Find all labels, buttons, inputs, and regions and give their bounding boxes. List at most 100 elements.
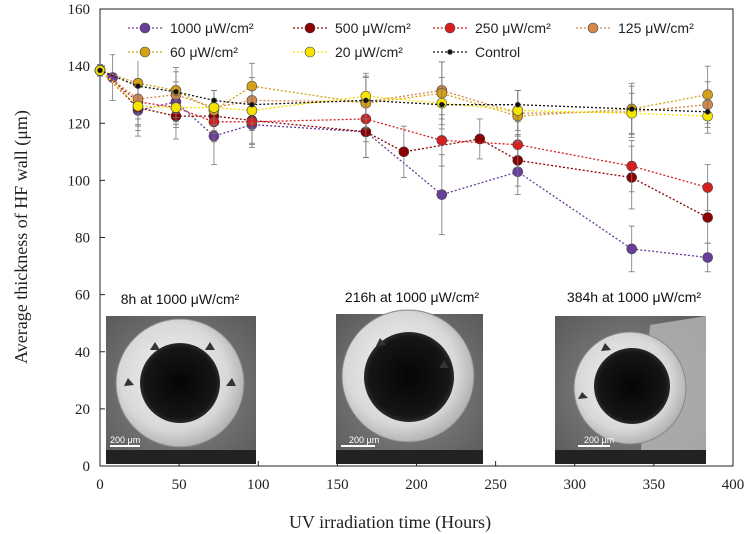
y-tick-label: 60 (75, 288, 90, 304)
inset-title-bg-1 (105, 288, 255, 312)
y-tick-label: 160 (68, 2, 91, 18)
x-tick-label: 50 (172, 477, 187, 493)
scale-label-384h: 200 μm (584, 435, 614, 445)
inset-title-bg-3 (540, 288, 720, 312)
fiber-channel-384h (601, 343, 611, 351)
scale-label-216h: 200 μm (349, 435, 379, 445)
legend-marker (587, 22, 599, 34)
series-line (99, 69, 708, 114)
fiber-channel-8h (150, 342, 160, 350)
y-tick-label: 0 (83, 459, 91, 475)
x-tick-label: 400 (722, 477, 744, 493)
x-tick-label: 200 (405, 477, 428, 493)
y-tick-label: 80 (75, 231, 90, 247)
x-tick-label: 250 (484, 477, 507, 493)
legend-marker (304, 22, 316, 34)
legend: 1000 μW/cm² 500 μW/cm² 250 μW/cm² 125 μW/cm… (115, 11, 701, 61)
series-line (99, 69, 708, 189)
y-tick-label: 100 (68, 173, 91, 189)
inset-images: 8h at 1000 μW/cm² 200 μm 216h at 1000 μW… (105, 288, 720, 464)
x-axis: 0 50 100 150 200 250 300 350 400 (96, 461, 744, 493)
legend-label: 125 μW/cm² (618, 20, 694, 36)
inset-title-384h: 384h at 1000 μW/cm² (567, 289, 701, 305)
x-tick-label: 100 (247, 477, 270, 493)
data-point (170, 102, 182, 113)
data-point (249, 101, 255, 108)
y-axis-title: Average thickness of HF wall (μm) (11, 110, 32, 364)
fiber-channel-216h (439, 360, 449, 368)
legend-label: Control (475, 44, 520, 60)
data-point (97, 67, 103, 74)
legend-label: 250 μW/cm² (475, 20, 551, 36)
sem-databar-384h (555, 450, 706, 464)
inset-title-8h: 8h at 1000 μW/cm² (121, 291, 240, 307)
data-point (474, 133, 486, 145)
data-point (626, 160, 638, 172)
data-point (208, 102, 220, 113)
sem-inset-8h: 8h at 1000 μW/cm² 200 μm (105, 288, 256, 464)
data-point (626, 243, 638, 255)
x-axis-title: UV irradiation time (Hours) (289, 512, 491, 533)
data-point (135, 83, 141, 89)
y-tick-label: 140 (68, 59, 91, 75)
y-tick-label: 120 (68, 116, 91, 132)
fiber-channel-384h (578, 392, 588, 399)
data-point (439, 101, 445, 108)
fiber-channel-216h (376, 338, 386, 346)
x-tick-label: 150 (326, 477, 349, 493)
series-6 (97, 67, 711, 115)
legend-label: 60 μW/cm² (170, 44, 238, 60)
legend-marker (304, 46, 316, 58)
x-tick-label: 300 (564, 477, 587, 493)
x-tick-label: 0 (96, 477, 104, 493)
sem-databar-216h (336, 450, 483, 464)
data-point (173, 89, 179, 95)
fiber-channel-8h (124, 378, 134, 386)
fiber-channel-8h (205, 342, 215, 350)
legend-label: 20 μW/cm² (335, 44, 403, 60)
fiber-channel-8h (226, 378, 236, 386)
data-point (702, 89, 713, 100)
legend-marker (444, 22, 456, 34)
fiber-lumen-8h (140, 343, 220, 423)
data-point (398, 146, 410, 158)
data-point (436, 189, 448, 200)
series-line (99, 69, 708, 113)
data-point (514, 101, 521, 108)
data-point (132, 100, 144, 112)
data-point (436, 135, 448, 146)
sem-inset-216h: 216h at 1000 μW/cm² 200 μm (268, 288, 483, 464)
data-point (363, 97, 369, 104)
fiber-lumen-216h (364, 332, 454, 422)
data-point (702, 182, 713, 193)
series-5 (94, 64, 713, 134)
y-tick-label: 20 (75, 402, 90, 418)
legend-box (115, 11, 701, 61)
sem-databar-8h (106, 450, 256, 464)
inset-title-216h: 216h at 1000 μW/cm² (345, 289, 479, 305)
data-point (246, 80, 258, 92)
x-tick-label: 350 (643, 477, 666, 493)
series-line (99, 69, 708, 117)
series-group (94, 54, 713, 273)
legend-label: 1000 μW/cm² (170, 20, 254, 36)
scale-label-8h: 200 μm (110, 435, 140, 445)
data-point (702, 212, 713, 223)
y-axis: 0 20 40 60 80 100 120 140 160 (68, 2, 105, 475)
legend-label: 500 μW/cm² (335, 20, 411, 36)
data-point (702, 252, 713, 263)
data-point (211, 97, 217, 104)
fiber-lumen-384h (594, 348, 670, 424)
data-point (628, 106, 635, 112)
y-tick-label: 40 (75, 345, 90, 361)
inset-title-bg-2 (268, 288, 436, 312)
series-line (99, 69, 708, 117)
data-point (704, 109, 711, 115)
series-1 (94, 64, 713, 244)
legend-marker (447, 49, 453, 55)
legend-marker (139, 22, 151, 34)
series-line (99, 69, 708, 219)
sem-inset-384h: 384h at 1000 μW/cm² 200 μm (540, 288, 720, 464)
legend-marker (139, 46, 151, 58)
